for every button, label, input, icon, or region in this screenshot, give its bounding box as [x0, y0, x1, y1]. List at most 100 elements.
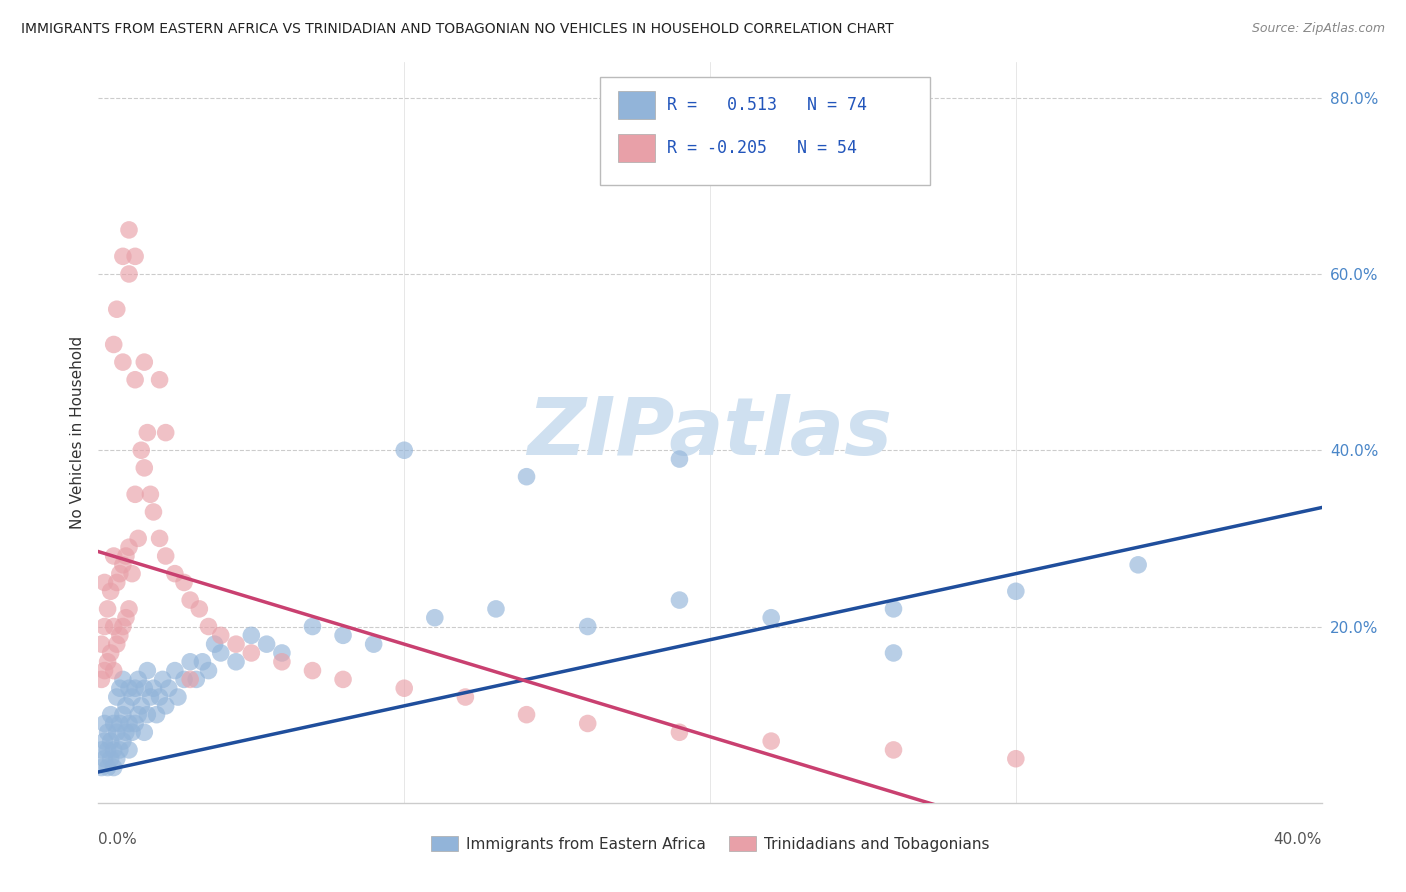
- Point: [108, 628, 131, 642]
- Point: [1128, 558, 1150, 572]
- Point: [103, 760, 125, 774]
- Point: [191, 655, 214, 669]
- Legend: Immigrants from Eastern Africa, Trinidadians and Tobagonians: Immigrants from Eastern Africa, Trinidad…: [425, 830, 995, 858]
- Point: [103, 549, 125, 563]
- Point: [129, 698, 152, 713]
- Point: [118, 267, 141, 281]
- Point: [93, 752, 115, 766]
- Point: [225, 655, 247, 669]
- Point: [152, 673, 174, 687]
- Point: [111, 558, 134, 572]
- Point: [97, 602, 120, 616]
- Point: [118, 743, 141, 757]
- Point: [668, 593, 690, 607]
- Point: [173, 673, 195, 687]
- Point: [103, 716, 125, 731]
- Point: [115, 698, 138, 713]
- Point: [301, 619, 323, 633]
- Point: [100, 707, 122, 722]
- Point: [115, 610, 138, 624]
- Point: [124, 249, 146, 263]
- Text: R =   0.513   N = 74: R = 0.513 N = 74: [668, 96, 868, 114]
- Point: [225, 637, 247, 651]
- Point: [108, 743, 131, 757]
- Point: [142, 681, 165, 696]
- Point: [301, 664, 323, 678]
- Point: [97, 743, 120, 757]
- Point: [90, 760, 112, 774]
- Bar: [619, 91, 655, 120]
- Point: [149, 373, 172, 387]
- Point: [105, 637, 128, 651]
- Point: [124, 716, 146, 731]
- Point: [209, 628, 232, 642]
- Point: [197, 619, 219, 633]
- Point: [127, 673, 149, 687]
- Point: [121, 725, 143, 739]
- Point: [155, 698, 177, 713]
- Point: [105, 575, 128, 590]
- Point: [149, 532, 172, 546]
- Point: [118, 223, 141, 237]
- Point: [668, 725, 690, 739]
- Point: [163, 664, 186, 678]
- Point: [90, 743, 112, 757]
- Point: [256, 637, 278, 651]
- Point: [93, 619, 115, 633]
- Point: [93, 664, 115, 678]
- Point: [576, 716, 599, 731]
- Point: [179, 673, 201, 687]
- Point: [134, 725, 156, 739]
- Point: [576, 619, 599, 633]
- Point: [485, 602, 508, 616]
- Point: [197, 664, 219, 678]
- Point: [115, 549, 138, 563]
- Y-axis label: No Vehicles in Household: No Vehicles in Household: [69, 336, 84, 529]
- Point: [209, 646, 232, 660]
- Point: [270, 646, 292, 660]
- Point: [392, 681, 416, 696]
- Point: [392, 443, 416, 458]
- Point: [134, 461, 156, 475]
- Point: [155, 549, 177, 563]
- Point: [136, 664, 159, 678]
- Point: [100, 584, 122, 599]
- Point: [108, 716, 131, 731]
- Point: [134, 681, 156, 696]
- Point: [118, 602, 141, 616]
- Point: [111, 619, 134, 633]
- Point: [516, 707, 538, 722]
- Point: [136, 707, 159, 722]
- Point: [105, 302, 128, 317]
- Point: [90, 637, 112, 651]
- Point: [108, 681, 131, 696]
- Text: R = -0.205   N = 54: R = -0.205 N = 54: [668, 139, 858, 157]
- Point: [139, 690, 162, 704]
- Point: [883, 743, 905, 757]
- Point: [103, 619, 125, 633]
- Point: [100, 752, 122, 766]
- Point: [363, 637, 385, 651]
- Point: [115, 725, 138, 739]
- Point: [167, 690, 190, 704]
- Point: [149, 690, 172, 704]
- Point: [179, 593, 201, 607]
- Point: [139, 487, 162, 501]
- Point: [145, 707, 167, 722]
- Point: [111, 673, 134, 687]
- Point: [759, 734, 782, 748]
- Point: [179, 655, 201, 669]
- Point: [121, 566, 143, 581]
- Point: [124, 681, 146, 696]
- Point: [173, 575, 195, 590]
- Point: [240, 628, 263, 642]
- Point: [142, 505, 165, 519]
- Point: [103, 664, 125, 678]
- Point: [103, 337, 125, 351]
- Point: [155, 425, 177, 440]
- Point: [97, 655, 120, 669]
- Text: Source: ZipAtlas.com: Source: ZipAtlas.com: [1251, 22, 1385, 36]
- Point: [1004, 584, 1026, 599]
- Point: [759, 610, 782, 624]
- Point: [93, 734, 115, 748]
